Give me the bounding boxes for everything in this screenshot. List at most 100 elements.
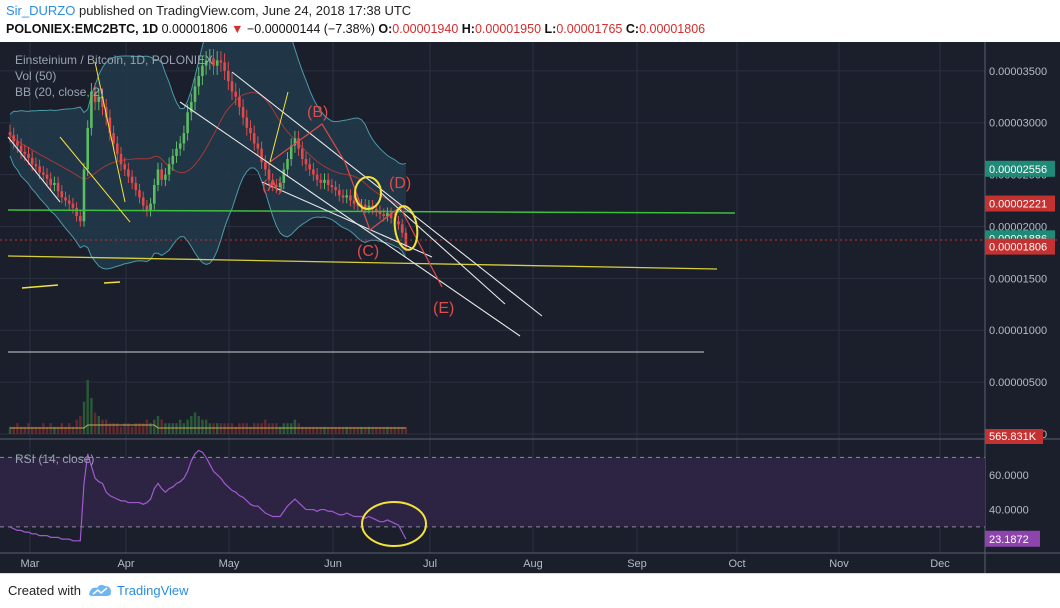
volume-bar xyxy=(8,426,12,434)
volume-bar xyxy=(386,426,389,434)
candle-body xyxy=(156,169,160,185)
x-tick-label: Apr xyxy=(117,558,134,570)
volume-bars xyxy=(8,380,408,434)
volume-bar xyxy=(360,426,363,434)
volume-bar xyxy=(12,426,15,434)
tradingview-link[interactable]: TradingView xyxy=(117,583,189,598)
candle-body xyxy=(171,155,175,165)
high-label: H: xyxy=(461,22,475,36)
rsi-tick-label: 60.0000 xyxy=(989,470,1029,482)
bb-legend[interactable]: BB (20, close, 2) xyxy=(15,85,104,99)
channel-line-lower[interactable] xyxy=(179,101,521,337)
x-tick-label: May xyxy=(219,558,240,570)
volume-bar xyxy=(208,423,211,434)
volume-bar xyxy=(75,419,78,434)
price-tick-label: 0.00000500 xyxy=(989,377,1047,389)
candle-body xyxy=(400,224,404,233)
price-marker-badge xyxy=(985,238,1055,255)
candle-body xyxy=(186,112,189,134)
candle-body xyxy=(252,133,256,144)
candle-body xyxy=(178,143,182,149)
candle-body xyxy=(8,132,12,136)
yellow-trend-3[interactable] xyxy=(269,91,289,163)
support-line-yellow[interactable] xyxy=(7,255,718,270)
wave-label-a: (A) xyxy=(262,178,283,195)
candle-body xyxy=(182,133,186,144)
circle-highlight-rsi[interactable] xyxy=(361,501,427,547)
candle-body xyxy=(289,145,293,160)
yellow-trend-2[interactable] xyxy=(94,61,126,203)
candle-body xyxy=(271,179,274,185)
trendline-lower-wave[interactable] xyxy=(261,181,433,258)
candle-body xyxy=(56,182,60,192)
channel-line-upper[interactable] xyxy=(231,71,543,317)
elliott-wave-path[interactable] xyxy=(269,123,443,288)
candle-body xyxy=(167,164,171,175)
rsi-series xyxy=(9,449,407,542)
volume-bar xyxy=(42,423,45,434)
volume-bar xyxy=(38,426,41,434)
volume-bar xyxy=(116,423,119,434)
candle-body xyxy=(260,148,263,163)
volume-bar xyxy=(123,423,126,434)
support-line-green[interactable] xyxy=(7,209,736,214)
candle-body xyxy=(112,133,115,144)
candle-body xyxy=(141,197,145,206)
candle-body xyxy=(197,76,200,87)
yellow-trend-1[interactable] xyxy=(59,136,131,223)
volume-bar xyxy=(352,426,356,434)
volume-bar xyxy=(304,426,308,434)
volume-bar xyxy=(282,423,285,434)
candle-body xyxy=(301,148,304,160)
candle-body xyxy=(190,101,193,113)
candle-body xyxy=(230,81,234,92)
candle-body xyxy=(212,58,215,66)
yellow-dash-2[interactable] xyxy=(103,281,121,284)
candle-body xyxy=(12,135,15,142)
volume-bar xyxy=(130,426,134,434)
volume-bar xyxy=(119,426,123,434)
candle-body xyxy=(34,164,38,167)
volume-bar xyxy=(112,423,115,434)
yellow-dash-1[interactable] xyxy=(21,284,59,289)
volume-bar xyxy=(186,419,189,434)
x-tick-label: Mar xyxy=(21,558,40,570)
circle-highlight-1[interactable] xyxy=(354,176,382,210)
candle-body xyxy=(334,187,337,191)
rsi-value: 23.1872 xyxy=(989,534,1029,546)
volume-bar xyxy=(49,423,52,434)
circle-highlight-2[interactable] xyxy=(392,205,420,252)
price-marker-badge xyxy=(985,160,1055,177)
ohlc-line: POLONIEX:EMC2BTC, 1D 0.00001806 ▼ −0.000… xyxy=(6,22,705,36)
volume-bar xyxy=(334,426,337,434)
open-label: O: xyxy=(378,22,393,36)
candle-body xyxy=(349,195,352,201)
channel-line-mid[interactable] xyxy=(379,191,506,305)
candle-body xyxy=(204,60,208,66)
volume-bar xyxy=(256,423,260,434)
footer: Created with TradingView xyxy=(0,573,1060,608)
candle-body xyxy=(53,182,56,185)
author-link[interactable]: Sir_DURZO xyxy=(6,3,76,18)
vol-legend[interactable]: Vol (50) xyxy=(15,69,56,83)
price-chart[interactable]: (A) (B) (C) (D) (E) Einsteinium / Bitcoi… xyxy=(0,42,1060,573)
volume-value: 565.831K xyxy=(989,431,1037,443)
candle-body xyxy=(341,195,345,198)
candle-body xyxy=(193,86,197,102)
volume-bar xyxy=(345,426,348,434)
volume-bar xyxy=(93,412,97,434)
volume-bar xyxy=(68,423,71,434)
candle-body xyxy=(19,145,23,152)
bb-fill xyxy=(10,42,406,269)
volume-ma xyxy=(10,424,406,429)
candle-body xyxy=(71,203,75,208)
rsi-line xyxy=(9,449,407,542)
volume-bar xyxy=(367,426,371,434)
rsi-legend[interactable]: RSI (14, close) xyxy=(15,452,94,466)
x-tick-label: Jun xyxy=(324,558,342,570)
wave-label-b: (B) xyxy=(307,104,328,121)
tradingview-logo-icon xyxy=(89,584,111,596)
trendline-left[interactable] xyxy=(7,136,61,203)
volume-bar xyxy=(27,423,30,434)
candle-body xyxy=(219,60,223,63)
